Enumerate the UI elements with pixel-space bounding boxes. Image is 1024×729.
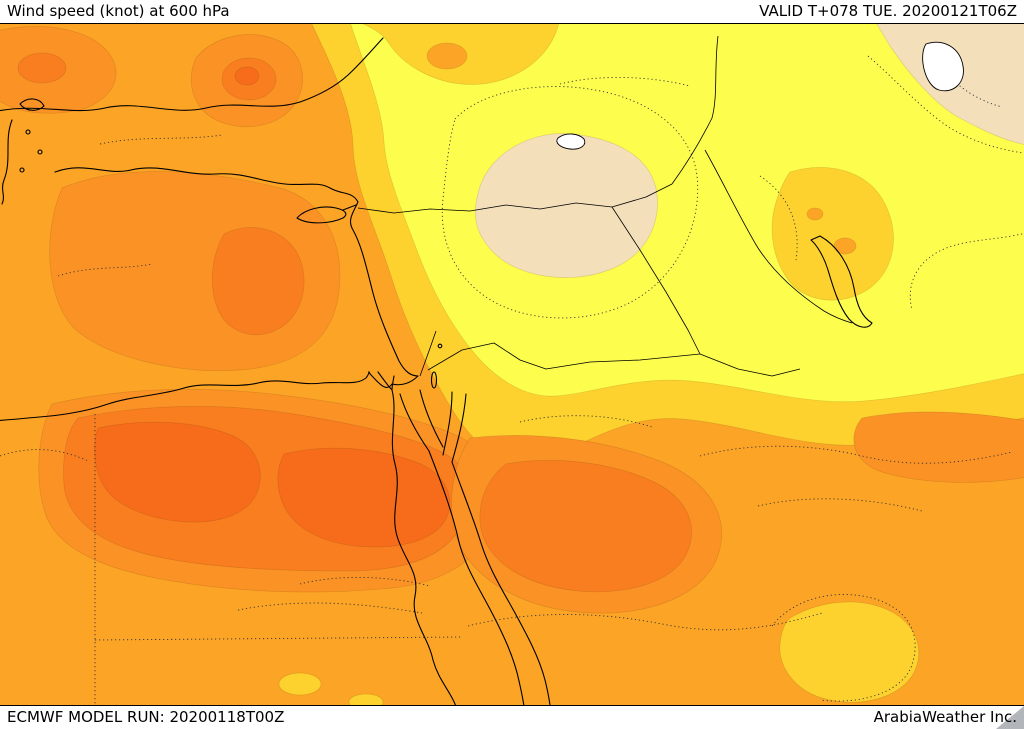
- coastline-north-africa: [0, 371, 419, 421]
- dotted-contours: [0, 55, 1024, 705]
- border-syria-iraq: [611, 206, 701, 355]
- map-canvas: [0, 23, 1024, 706]
- nile-delta-branch-1: [391, 375, 395, 391]
- dotted-contour-top-yellow: [559, 77, 691, 87]
- contour-max-sinai: [277, 447, 450, 548]
- contour-max-anatolia-north: [234, 66, 260, 86]
- dotted-contour-northeast: [867, 55, 1024, 154]
- nile-river: [391, 389, 457, 705]
- contour-fills: [0, 24, 1024, 705]
- dotted-contour-south-band: [467, 612, 823, 631]
- dotted-contour-corner-cream: [939, 65, 1003, 108]
- lakes: [556, 41, 964, 150]
- dead-sea: [430, 371, 438, 389]
- border-jordan-valley: [419, 330, 437, 377]
- gulf-of-aqaba-east: [451, 393, 467, 463]
- coastline-aegean: [1, 119, 13, 205]
- dotted-contour-central-saudi: [699, 445, 1013, 464]
- coastline-turkey-levant: [54, 167, 419, 377]
- gulf-of-aqaba-west: [442, 391, 453, 456]
- sea-of-galilee: [437, 343, 443, 349]
- gulf-of-suez-east: [419, 389, 444, 448]
- aegean-island-1: [25, 129, 31, 135]
- contour-max-egypt-west: [94, 421, 261, 523]
- contour-orange-spot-gulf-2: [806, 207, 824, 221]
- contour-strong-central-left: [211, 227, 305, 336]
- red-sea-west-shore: [428, 450, 525, 705]
- dotted-contour-bottom-left: [299, 577, 431, 587]
- valid-time-label: VALID T+078 TUE. 20200121T06Z: [759, 2, 1017, 20]
- cyprus-northeast-tip: [342, 204, 357, 211]
- contour-gold-bottom-right: [779, 601, 920, 703]
- persian-gulf: [810, 235, 873, 328]
- contour-map-svg: [0, 24, 1024, 705]
- lake-assad: [556, 133, 586, 150]
- contour-orange-spot-gulf-1: [833, 237, 857, 255]
- political-borders: [357, 35, 853, 377]
- brand-label: ArabiaWeather Inc.: [873, 708, 1017, 726]
- dotted-border-egypt-sudan: [94, 636, 463, 641]
- coastline-marmara: [19, 98, 45, 111]
- model-run-label: ECMWF MODEL RUN: 20200118T00Z: [7, 708, 285, 726]
- cyprus-island: [296, 206, 347, 224]
- dotted-contour-anatolia-1: [99, 134, 223, 145]
- border-iran-iraq: [704, 149, 853, 324]
- border-turkey-syria: [357, 183, 673, 214]
- contour-strong-topleft: [17, 52, 67, 84]
- caspian-sea-corner: [922, 41, 964, 92]
- aegean-island-2: [37, 149, 43, 155]
- corner-triangle: [996, 706, 1024, 729]
- red-sea-east-shore: [451, 461, 551, 705]
- contour-strong-northwest-saudi: [479, 460, 692, 593]
- contour-gold-bottom-spot-2: [348, 693, 384, 705]
- coastline-black-sea: [0, 37, 384, 112]
- map-header: Wind speed (knot) at 600 hPa VALID T+078…: [0, 0, 1024, 23]
- dotted-contour-iraq: [759, 175, 798, 261]
- dotted-contour-egypt-south: [237, 602, 423, 614]
- border-turkey-east: [671, 35, 719, 185]
- contour-gold-gulf-patch: [771, 167, 894, 301]
- aegean-island-3: [19, 167, 25, 173]
- map-footer: ECMWF MODEL RUN: 20200118T00Z ArabiaWeat…: [0, 706, 1024, 729]
- contour-gold-bottom-spot-1: [278, 672, 322, 696]
- contour-yellow-region: [350, 24, 1024, 403]
- gulf-of-suez-west: [399, 393, 430, 452]
- coastlines: [0, 37, 873, 705]
- contour-cream-syria-patch: [475, 133, 658, 278]
- border-iraq-kuwait: [699, 353, 801, 377]
- border-jordan-saudi-iraq: [427, 342, 701, 371]
- contour-orange-spot-top: [426, 42, 468, 70]
- nile-delta-branch-2: [377, 371, 393, 391]
- dotted-contour-east-meander: [909, 232, 1024, 311]
- map-title: Wind speed (knot) at 600 hPa: [7, 2, 230, 20]
